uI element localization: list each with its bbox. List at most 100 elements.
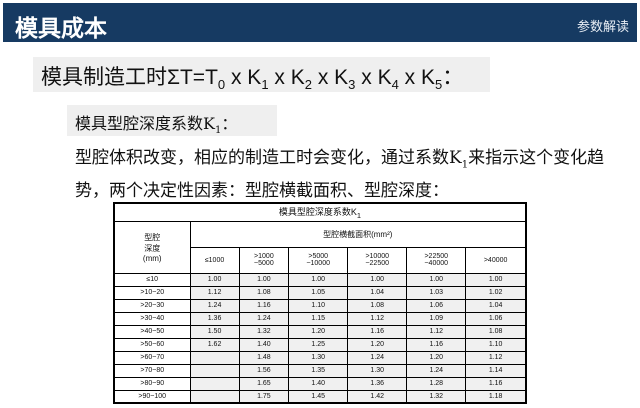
formula-term-sub: 3: [348, 77, 356, 92]
value-cell: 1.32: [238, 324, 290, 339]
value-cell: 1.28: [406, 376, 467, 391]
value-cell: 1.00: [238, 272, 290, 287]
table-row: >10~20 1.12 1.08 1.05 1.04 1.03 1.02: [113, 285, 527, 300]
value-cell: 1.24: [347, 350, 408, 365]
value-cell: 1.25: [288, 337, 349, 352]
value-cell: 1.00: [406, 272, 467, 287]
header-bar: 模具成本 参数解读: [3, 3, 637, 42]
value-cell: 1.35: [288, 363, 349, 378]
table-row: >60~70 1.48 1.30 1.24 1.20 1.12: [113, 350, 527, 365]
table-row: >20~30 1.24 1.16 1.10 1.08 1.06 1.04: [113, 298, 527, 313]
para-part1: 型腔体积改变，相应的制造工时会变化，通过系数K: [75, 148, 462, 168]
formula-term: x K: [225, 66, 262, 89]
value-cell: 1.05: [288, 285, 349, 300]
subtitle-sub: 1: [214, 125, 222, 137]
column-header: >40000: [465, 246, 527, 274]
formula-term: x K: [398, 66, 436, 89]
value-cell: 1.24: [406, 363, 467, 378]
table-title-text: 模具型腔深度系数K: [278, 206, 357, 217]
value-cell: 1.62: [189, 337, 240, 352]
depth-cell: >50~60: [113, 337, 191, 352]
value-cell: 1.00: [347, 272, 408, 287]
value-cell: 1.40: [288, 376, 349, 391]
value-cell: 1.48: [238, 350, 290, 365]
value-cell: 1.65: [238, 376, 290, 391]
value-cell: 1.24: [189, 298, 240, 313]
formula-term: x K: [311, 66, 349, 89]
depth-cell: >60~70: [113, 350, 191, 365]
table-title-sub: 1: [356, 210, 362, 220]
col-group-header: 型腔横截面积(mm²): [189, 220, 527, 248]
table-row: >90~100 1.75 1.45 1.42 1.32 1.18: [113, 389, 527, 404]
value-cell: 1.40: [238, 337, 290, 352]
value-cell: 1.14: [465, 363, 527, 378]
value-cell: 1.03: [406, 285, 467, 300]
formula-prefix: 模具制造工时ΣT=T: [41, 66, 218, 89]
formula-term-sub: 1: [261, 77, 269, 92]
value-cell: 1.50: [189, 324, 240, 339]
table-title: 模具型腔深度系数K1: [113, 202, 527, 222]
formula-sub: 0: [217, 77, 226, 92]
row-header: 型腔 深度 (mm): [113, 220, 191, 274]
formula-suffix: ：: [442, 66, 464, 89]
value-cell: 1.06: [406, 298, 467, 313]
table-row: >50~60 1.62 1.40 1.25 1.20 1.16 1.10: [113, 337, 527, 352]
depth-cell: >90~100: [113, 389, 191, 404]
value-cell: 1.12: [406, 324, 467, 339]
value-cell: [189, 350, 240, 365]
depth-cell: ≤10: [113, 272, 191, 287]
para-part2: 来指示这个变化趋势，两个决定性因素：型腔横截面积、型腔深度：: [75, 148, 605, 202]
value-cell: 1.12: [347, 311, 408, 326]
value-cell: 1.04: [347, 285, 408, 300]
table-row: >40~50 1.50 1.32 1.20 1.16 1.12 1.08: [113, 324, 527, 339]
column-header: ≤1000: [189, 246, 240, 274]
formula-term-sub: 4: [391, 77, 399, 92]
value-cell: 1.04: [465, 298, 527, 313]
formula-term-sub: 2: [304, 77, 312, 92]
value-cell: 1.36: [189, 311, 240, 326]
value-cell: 1.24: [238, 311, 290, 326]
value-cell: 1.32: [406, 389, 467, 404]
depth-cell: >20~30: [113, 298, 191, 313]
value-cell: 1.06: [465, 311, 527, 326]
value-cell: 1.75: [238, 389, 290, 404]
section-label: 参数解读: [576, 20, 629, 35]
table-row: >70~80 1.56 1.35 1.30 1.24 1.14: [113, 363, 527, 378]
value-cell: 1.10: [288, 298, 349, 313]
depth-cell: >30~40: [113, 311, 191, 326]
value-cell: 1.00: [189, 272, 240, 287]
value-cell: 1.16: [347, 324, 408, 339]
subtitle-suffix: ：: [221, 114, 238, 133]
value-cell: 1.00: [288, 272, 349, 287]
table-row: ≤10 1.00 1.00 1.00 1.00 1.00 1.00: [113, 272, 527, 287]
value-cell: 1.09: [406, 311, 467, 326]
formula-term-sub: 5: [435, 77, 443, 92]
formula-box: 模具制造工时ΣT=T0 x K1 x K2 x K3 x K4 x K5：: [33, 57, 490, 92]
value-cell: [189, 389, 240, 404]
value-cell: 1.16: [406, 337, 467, 352]
depth-cell: >10~20: [113, 285, 191, 300]
depth-cell: >70~80: [113, 363, 191, 378]
value-cell: [189, 376, 240, 391]
description-paragraph: 型腔体积改变，相应的制造工时会变化，通过系数K1来指示这个变化趋势，两个决定性因…: [75, 145, 615, 204]
value-cell: 1.10: [465, 337, 527, 352]
value-cell: 1.00: [465, 272, 527, 287]
depth-cell: >40~50: [113, 324, 191, 339]
value-cell: 1.20: [288, 324, 349, 339]
value-cell: 1.08: [465, 324, 527, 339]
subtitle-text: 模具型腔深度系数K: [75, 114, 215, 133]
formula-term: x K: [355, 66, 392, 89]
value-cell: 1.56: [238, 363, 290, 378]
value-cell: 1.45: [288, 389, 349, 404]
value-cell: 1.16: [238, 298, 290, 313]
page-title: 模具成本: [15, 16, 107, 42]
table-row: >80~90 1.65 1.40 1.36 1.28 1.16: [113, 376, 527, 391]
value-cell: 1.08: [347, 298, 408, 313]
value-cell: 1.12: [189, 285, 240, 300]
para-sub: 1: [461, 159, 469, 171]
column-header: >22500 ~40000: [406, 246, 467, 274]
column-header: >10000 ~22500: [347, 246, 408, 274]
value-cell: 1.30: [347, 363, 408, 378]
column-header: >5000 ~10000: [288, 246, 349, 274]
formula-term: x K: [268, 66, 305, 89]
